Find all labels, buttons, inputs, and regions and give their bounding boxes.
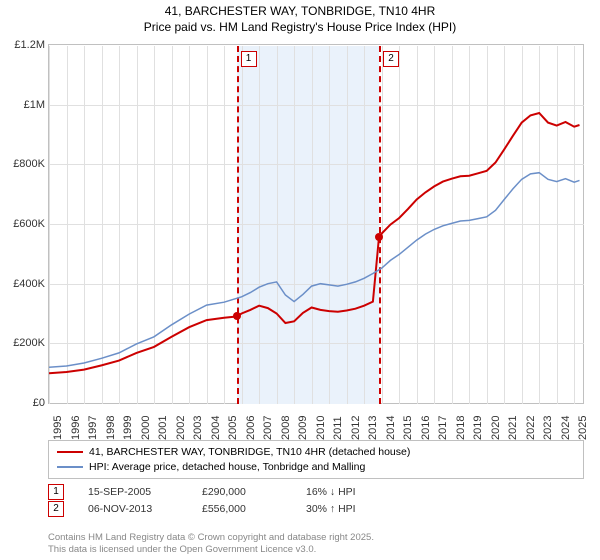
sale-delta-2: 30% ↑ HPI	[306, 501, 356, 518]
marker-box: 2	[383, 51, 399, 67]
x-tick-label: 2022	[525, 416, 537, 440]
y-tick-label: £600K	[1, 218, 45, 230]
chart-container: 41, BARCHESTER WAY, TONBRIDGE, TN10 4HR …	[0, 0, 600, 560]
x-tick-label: 2015	[402, 416, 414, 440]
title-block: 41, BARCHESTER WAY, TONBRIDGE, TN10 4HR …	[0, 0, 600, 35]
x-tick-label: 1995	[52, 416, 64, 440]
sale-price-2: £556,000	[202, 501, 282, 518]
x-tick-label: 2010	[315, 416, 327, 440]
sale-row-2: 2 06-NOV-2013 £556,000 30% ↑ HPI	[48, 501, 356, 518]
sale-row-1: 1 15-SEP-2005 £290,000 16% ↓ HPI	[48, 484, 356, 501]
x-tick-label: 2012	[350, 416, 362, 440]
x-tick-label: 2000	[140, 416, 152, 440]
x-tick-label: 2003	[192, 416, 204, 440]
x-tick-label: 2021	[507, 416, 519, 440]
plot-area: £0£200K£400K£600K£800K£1M£1.2M12	[48, 44, 584, 404]
sale-date-2: 06-NOV-2013	[88, 501, 178, 518]
x-tick-label: 2017	[437, 416, 449, 440]
legend-row-subject: 41, BARCHESTER WAY, TONBRIDGE, TN10 4HR …	[57, 445, 575, 460]
x-tick-label: 2023	[542, 416, 554, 440]
x-tick-label: 2020	[490, 416, 502, 440]
y-tick-label: £1.2M	[1, 39, 45, 51]
x-tick-label: 2025	[577, 416, 589, 440]
y-tick-label: £1M	[1, 99, 45, 111]
x-tick-label: 2008	[280, 416, 292, 440]
x-tick-label: 2002	[175, 416, 187, 440]
title-line2: Price paid vs. HM Land Registry's House …	[0, 20, 600, 36]
attrib-line2: This data is licensed under the Open Gov…	[48, 544, 374, 556]
y-tick-label: £800K	[1, 158, 45, 170]
x-tick-label: 2018	[455, 416, 467, 440]
marker-box: 1	[241, 51, 257, 67]
legend-label-hpi: HPI: Average price, detached house, Tonb…	[89, 460, 365, 475]
series-svg	[49, 45, 583, 403]
chart: £0£200K£400K£600K£800K£1M£1.2M12 1995199…	[48, 44, 584, 424]
sale-price-1: £290,000	[202, 484, 282, 501]
x-tick-label: 1999	[122, 416, 134, 440]
x-tick-label: 2011	[332, 416, 344, 440]
y-tick-label: £400K	[1, 278, 45, 290]
legend-row-hpi: HPI: Average price, detached house, Tonb…	[57, 460, 575, 475]
title-line1: 41, BARCHESTER WAY, TONBRIDGE, TN10 4HR	[0, 4, 600, 20]
attribution: Contains HM Land Registry data © Crown c…	[48, 532, 374, 556]
x-tick-label: 2006	[245, 416, 257, 440]
x-tick-label: 1996	[70, 416, 82, 440]
marker-ref-2: 2	[48, 501, 64, 517]
x-tick-label: 2001	[157, 416, 169, 440]
y-tick-label: £0	[1, 397, 45, 409]
sale-delta-1: 16% ↓ HPI	[306, 484, 356, 501]
x-tick-label: 1997	[87, 416, 99, 440]
y-tick-label: £200K	[1, 337, 45, 349]
attrib-line1: Contains HM Land Registry data © Crown c…	[48, 532, 374, 544]
x-tick-label: 2019	[472, 416, 484, 440]
series-subject	[49, 113, 580, 373]
swatch-subject	[57, 451, 83, 453]
legend-label-subject: 41, BARCHESTER WAY, TONBRIDGE, TN10 4HR …	[89, 445, 410, 460]
x-tick-label: 2013	[367, 416, 379, 440]
swatch-hpi	[57, 466, 83, 468]
x-tick-label: 2014	[385, 416, 397, 440]
sales-table: 1 15-SEP-2005 £290,000 16% ↓ HPI 2 06-NO…	[48, 484, 356, 518]
series-hpi	[49, 173, 580, 368]
x-tick-label: 2004	[210, 416, 222, 440]
x-tick-label: 2009	[297, 416, 309, 440]
x-tick-label: 2016	[420, 416, 432, 440]
x-tick-label: 2007	[262, 416, 274, 440]
sale-date-1: 15-SEP-2005	[88, 484, 178, 501]
x-tick-label: 1998	[105, 416, 117, 440]
x-tick-label: 2005	[227, 416, 239, 440]
marker-ref-1: 1	[48, 484, 64, 500]
legend: 41, BARCHESTER WAY, TONBRIDGE, TN10 4HR …	[48, 440, 584, 479]
x-tick-label: 2024	[560, 416, 572, 440]
